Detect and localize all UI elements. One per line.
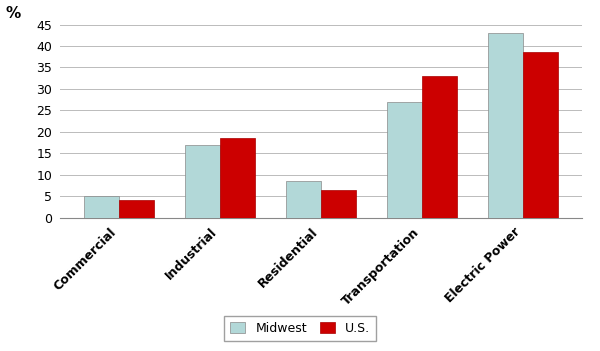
Bar	[321, 190, 356, 218]
Legend: Midwest, U.S.: Midwest, U.S.	[224, 316, 376, 341]
Bar	[185, 145, 220, 218]
Text: %: %	[5, 6, 20, 21]
Bar	[523, 52, 558, 218]
Bar	[119, 200, 154, 218]
Bar	[220, 138, 256, 218]
Bar	[386, 102, 422, 218]
Bar	[84, 196, 119, 218]
Bar	[422, 76, 457, 218]
Bar	[488, 33, 523, 218]
Bar	[286, 181, 321, 218]
